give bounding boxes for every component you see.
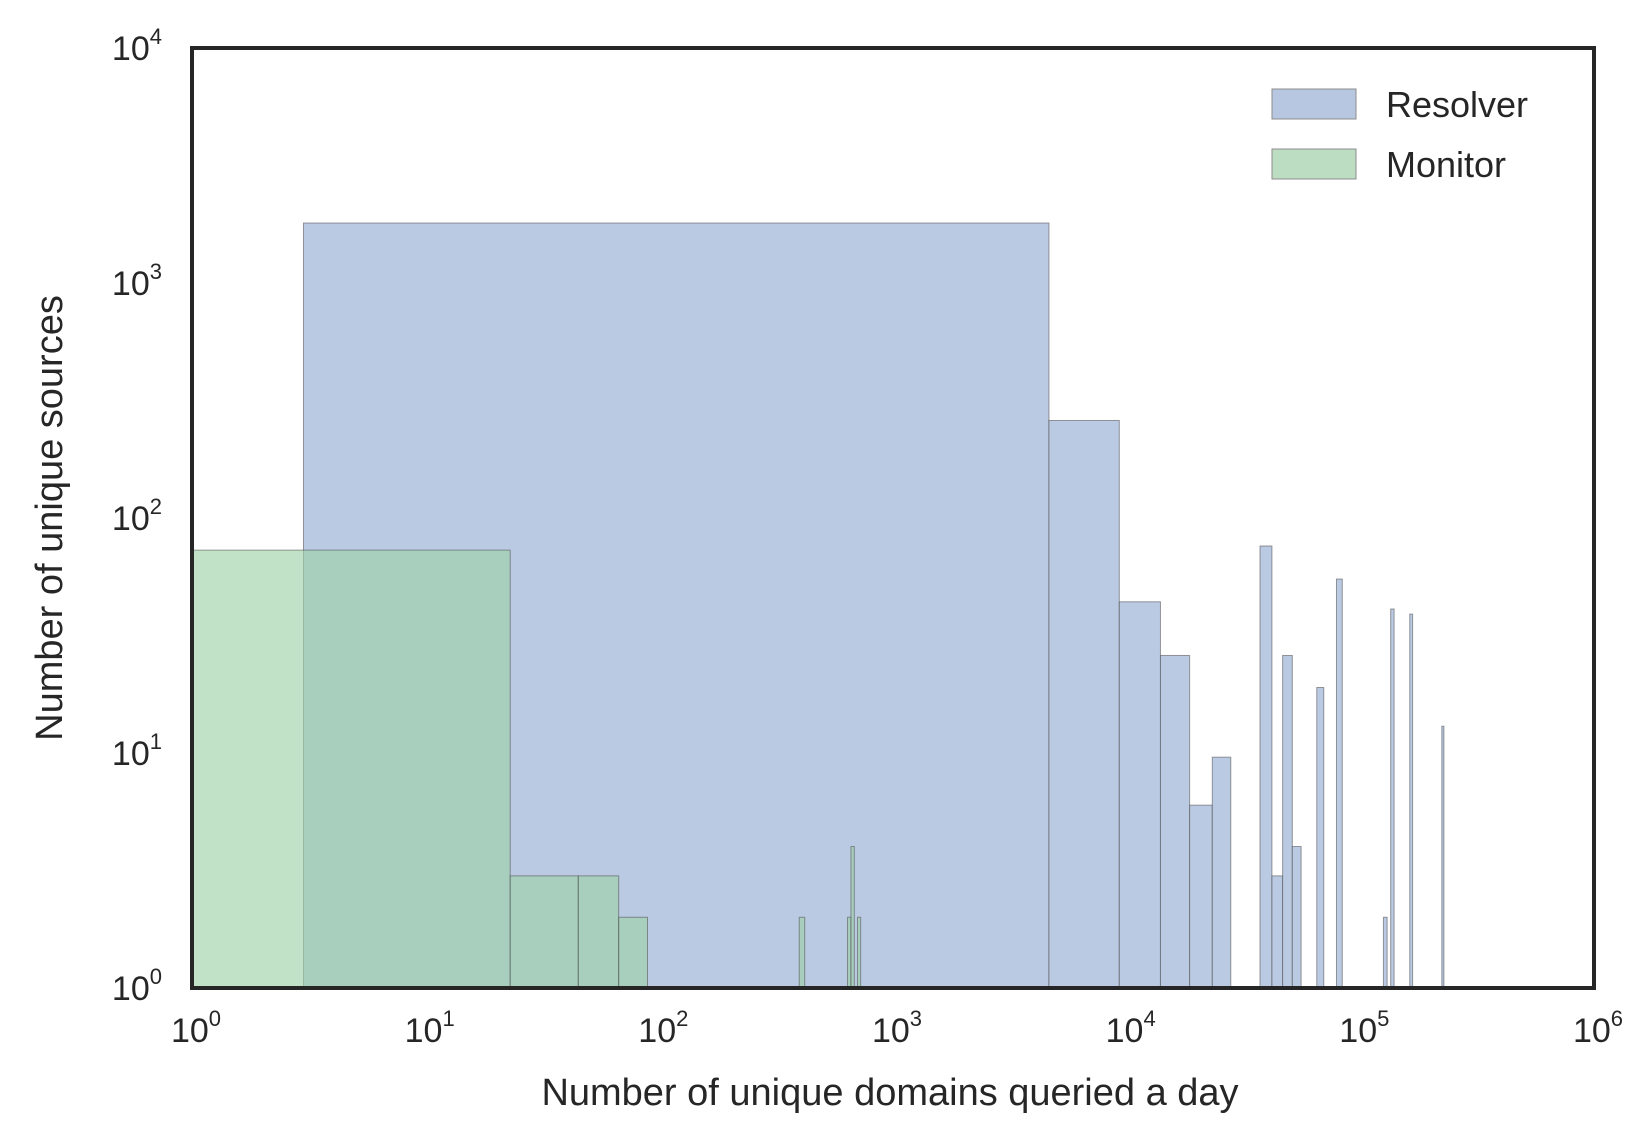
monitor-bar-4: [798, 916, 806, 989]
resolver-bar-9: [1291, 846, 1302, 989]
resolver-bar-4: [1189, 804, 1213, 989]
resolver-bar-13: [1390, 608, 1395, 989]
resolver-bar-6: [1259, 545, 1273, 989]
plot-border: [190, 46, 1596, 990]
legend-swatch-resolver: [1271, 88, 1357, 120]
y-tick-label-4: 104: [112, 24, 162, 68]
monitor-bar-1: [509, 875, 579, 989]
x-tick-label-4: 104: [1106, 1006, 1156, 1050]
x-axis-label: Number of unique domains queried a day: [541, 1072, 1238, 1114]
y-tick-label-1: 101: [112, 729, 162, 773]
x-tick-label-5: 105: [1339, 1006, 1389, 1050]
x-tick-label-2: 102: [638, 1006, 688, 1050]
x-tick-label-0: 100: [171, 1006, 221, 1050]
x-tick-label-6: 106: [1573, 1006, 1623, 1050]
legend-swatch-monitor: [1271, 148, 1357, 180]
y-axis-label: Number of unique sources: [29, 295, 71, 741]
monitor-series: [191, 549, 862, 989]
y-tick-label-0: 100: [112, 964, 162, 1008]
resolver-bar-7: [1271, 875, 1284, 989]
monitor-bar-0: [191, 549, 511, 989]
monitor-bar-6: [850, 846, 855, 989]
y-tick-label-3: 103: [112, 259, 162, 303]
resolver-bar-5: [1211, 756, 1232, 989]
plot-frame: [190, 46, 1596, 990]
legend-label-monitor: Monitor: [1386, 144, 1506, 185]
y-tick-label-2: 102: [112, 494, 162, 538]
resolver-bar-10: [1316, 686, 1325, 989]
resolver-bar-15: [1441, 725, 1445, 989]
resolver-bar-14: [1409, 613, 1414, 989]
resolver-bar-11: [1335, 578, 1343, 989]
resolver-bar-1: [1048, 419, 1120, 989]
resolver-bar-3: [1159, 654, 1191, 989]
resolver-bar-12: [1382, 916, 1388, 989]
x-tick-label-3: 103: [872, 1006, 922, 1050]
y-axis-ticks: 100 101 102 103 104: [112, 24, 162, 1008]
resolver-bar-2: [1118, 601, 1161, 989]
monitor-bar-2: [577, 875, 620, 989]
x-tick-label-1: 101: [405, 1006, 455, 1050]
resolver-bar-8: [1282, 654, 1293, 989]
monitor-bar-5: [847, 916, 852, 989]
legend-label-resolver: Resolver: [1386, 84, 1528, 125]
x-axis-ticks: 100 101 102 103 104 105 106: [171, 1006, 1623, 1050]
monitor-bar-3: [618, 916, 649, 989]
monitor-bar-7: [857, 916, 862, 989]
legend: Resolver Monitor: [1271, 84, 1528, 185]
